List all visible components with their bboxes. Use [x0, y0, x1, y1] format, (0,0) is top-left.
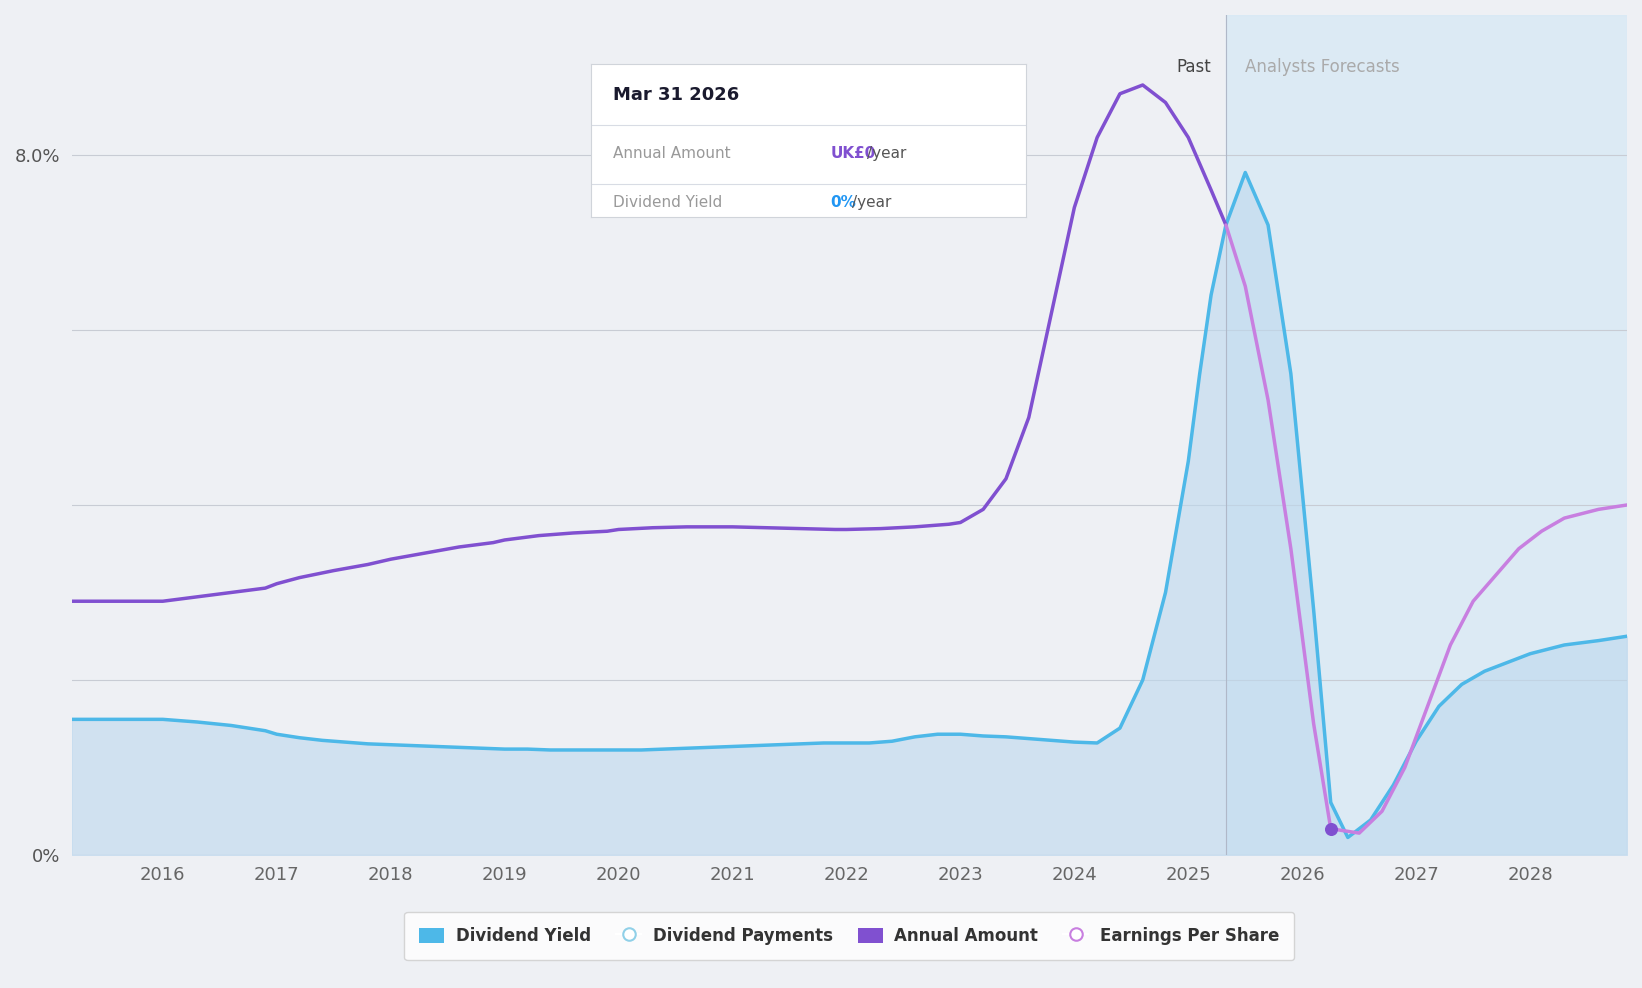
Point	[1317, 821, 1343, 837]
Text: Analysts Forecasts: Analysts Forecasts	[1245, 58, 1401, 76]
Text: Past: Past	[1176, 58, 1212, 76]
Text: Mar 31 2026: Mar 31 2026	[612, 86, 739, 104]
Text: Annual Amount: Annual Amount	[612, 145, 731, 160]
Text: UK£0: UK£0	[831, 145, 875, 160]
Bar	[1227, 15, 1627, 855]
Text: 0%: 0%	[831, 195, 857, 209]
Text: Dividend Yield: Dividend Yield	[612, 195, 722, 209]
Legend: Dividend Yield, Dividend Payments, Annual Amount, Earnings Per Share: Dividend Yield, Dividend Payments, Annua…	[404, 912, 1294, 960]
Text: /year: /year	[852, 195, 892, 209]
Text: /year: /year	[867, 145, 906, 160]
